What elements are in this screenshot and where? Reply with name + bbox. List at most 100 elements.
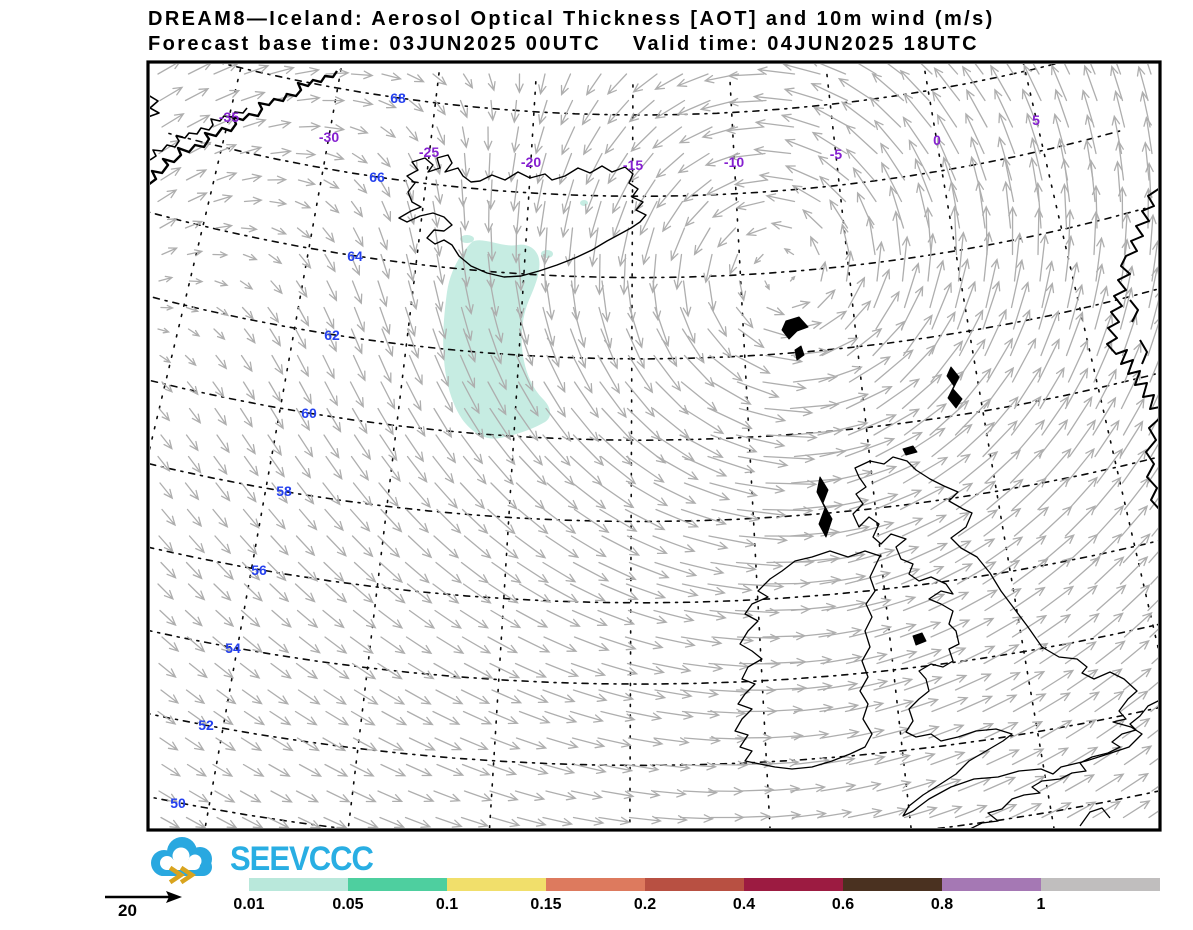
wind-arrow <box>188 662 208 679</box>
wind-arrow <box>607 99 630 125</box>
wind-arrow <box>975 180 986 229</box>
wind-arrow <box>1023 64 1042 102</box>
wind-arrow <box>956 280 977 330</box>
greenland-coast-inner <box>150 95 248 161</box>
wind-arrow <box>161 113 185 128</box>
wind-arrow <box>970 136 987 181</box>
wind-arrow <box>487 99 497 122</box>
latitude-label: 62 <box>324 327 340 343</box>
aot-scale-tick-label: 0.1 <box>435 896 459 913</box>
longitude-label: -5 <box>830 146 843 162</box>
wind-arrow <box>239 790 262 803</box>
wind-arrow <box>927 232 937 282</box>
wind-arrow <box>950 205 960 256</box>
wind-arrow <box>1065 447 1095 484</box>
wind-arrow <box>240 225 259 233</box>
longitude-label: 0 <box>933 132 941 148</box>
wind-arrow <box>955 338 986 383</box>
wind-arrow <box>817 155 850 181</box>
wind-arrow <box>435 689 464 705</box>
wind-arrow <box>184 609 203 627</box>
wind-arrow <box>670 227 686 262</box>
wind-arrow <box>381 710 408 726</box>
wind-arrow <box>679 689 720 698</box>
wind-arrow <box>214 407 227 426</box>
wind-arrow <box>294 328 307 350</box>
wind-arrow <box>434 482 459 509</box>
wind-arrow <box>241 816 264 828</box>
latitude-label: 52 <box>198 717 214 733</box>
wind-arrow <box>582 126 601 156</box>
wind-arrow <box>573 636 610 652</box>
wind-arrow <box>599 636 637 651</box>
wind-arrow <box>491 561 522 584</box>
wind-arrow <box>462 73 474 90</box>
wind-arrow <box>711 381 752 405</box>
wind-arrow <box>682 179 712 203</box>
wind-arrow <box>157 327 171 334</box>
wind-arrow <box>1083 64 1098 102</box>
wind-arrow <box>901 235 911 282</box>
wind-arrow <box>903 675 943 691</box>
wind-arrow <box>460 816 490 828</box>
wind-arrow <box>1068 691 1101 713</box>
wind-arrow <box>1060 157 1071 203</box>
wind-arrow <box>159 86 184 102</box>
wind-arrow <box>874 349 914 383</box>
wind-arrow <box>350 583 374 604</box>
wind-arrow <box>810 83 849 102</box>
wind-arrow <box>1091 184 1101 229</box>
wind-arrow <box>908 139 931 181</box>
wind-arrow <box>213 328 226 341</box>
wind-arrow <box>540 253 550 294</box>
wind-arrow <box>1011 337 1037 383</box>
wind-arrow <box>380 763 407 777</box>
wind-arrow <box>433 662 462 680</box>
aot-scale-segment <box>843 878 942 891</box>
wind-arrow <box>1068 283 1084 330</box>
wind-arrow <box>573 763 607 775</box>
latitude-line <box>150 207 1146 279</box>
wind-arrow <box>903 806 938 819</box>
wind-arrow <box>821 599 867 612</box>
wind-arrow <box>985 671 1022 691</box>
wind-arrow <box>679 814 715 823</box>
wind-arrow <box>599 763 634 774</box>
wind-arrow <box>1040 310 1060 357</box>
wind-arrow <box>187 64 212 75</box>
wind-arrow <box>571 482 607 510</box>
wind-arrow <box>569 328 587 369</box>
aot-scale-segment <box>942 878 1041 891</box>
wind-arrow <box>626 662 666 675</box>
wind-arrow <box>735 812 771 821</box>
wind-arrow <box>322 737 347 752</box>
wind-arrow <box>1150 443 1158 458</box>
wind-arrow <box>764 280 770 291</box>
wind-arrow <box>598 816 631 826</box>
wind-arrow <box>677 152 710 174</box>
wind-arrow <box>405 253 416 283</box>
wind-arrow <box>379 306 391 336</box>
wind-arrow <box>1122 212 1131 256</box>
wind-arrow <box>214 143 238 155</box>
wind-arrow <box>326 535 347 557</box>
wind-arrow <box>326 280 338 302</box>
wind-arrow <box>597 609 636 626</box>
aot-scale-segment <box>249 878 348 891</box>
wind-arrow <box>619 253 629 296</box>
wind-arrow <box>782 64 821 75</box>
wind-arrow <box>461 152 471 179</box>
wind-arrow <box>243 196 263 205</box>
wind-arrow <box>707 328 733 359</box>
wind-arrow <box>821 728 860 739</box>
wind-arrow <box>845 386 893 410</box>
wind-arrow <box>1038 419 1069 458</box>
ireland-coast <box>734 550 881 770</box>
wind-arrow <box>188 535 206 554</box>
aot-scale-tick-label: 0.8 <box>930 896 954 913</box>
wind-arrow <box>954 804 988 819</box>
wind-arrow <box>378 482 400 508</box>
wind-arrow <box>873 119 904 155</box>
wind-arrow <box>271 737 294 752</box>
